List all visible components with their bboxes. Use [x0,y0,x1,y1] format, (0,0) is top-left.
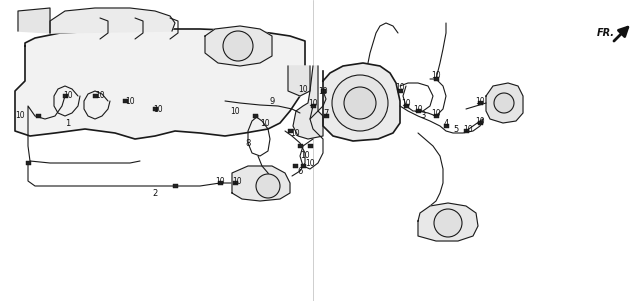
Bar [463,129,468,133]
Text: 10: 10 [475,97,485,105]
Bar [173,184,177,188]
Bar [433,114,438,118]
Polygon shape [232,166,290,201]
Bar [35,114,40,118]
Bar [321,89,326,93]
Text: 10: 10 [15,111,25,120]
Text: 3: 3 [420,111,426,120]
Bar [287,129,292,133]
Text: 10: 10 [395,83,405,92]
Polygon shape [205,26,272,66]
Text: 10: 10 [95,92,105,101]
Bar [477,101,483,105]
Bar [310,104,316,108]
Text: 10: 10 [290,129,300,138]
Text: 10: 10 [401,98,411,107]
Bar [397,89,403,93]
Bar [218,181,223,185]
Circle shape [223,31,253,61]
Text: FR.: FR. [597,28,615,38]
Bar [307,144,312,148]
Bar [323,114,328,118]
Bar [444,124,449,128]
Text: 10: 10 [125,97,135,105]
Bar [415,109,420,113]
Bar [26,161,31,165]
Text: 10: 10 [463,125,473,134]
Text: 10: 10 [153,104,163,113]
Polygon shape [15,29,305,139]
Text: 10: 10 [260,119,270,128]
Circle shape [332,75,388,131]
Polygon shape [50,8,175,33]
Bar [93,94,97,98]
Polygon shape [418,203,478,241]
Bar [152,107,157,111]
Text: 10: 10 [300,151,310,160]
Text: 10: 10 [230,107,240,116]
Circle shape [256,174,280,198]
Bar [477,121,483,125]
Polygon shape [323,63,400,141]
Text: 7: 7 [323,110,329,119]
Bar [301,164,305,168]
Text: 10: 10 [215,176,225,185]
Text: 10: 10 [63,92,73,101]
Bar [122,99,127,103]
Text: 5: 5 [453,125,459,134]
Bar [253,114,257,118]
Text: 10: 10 [431,72,441,80]
Text: 10: 10 [413,104,423,113]
Text: 10: 10 [232,176,242,185]
Text: 6: 6 [298,166,303,175]
Polygon shape [293,66,323,139]
Text: 10: 10 [305,159,315,167]
Circle shape [434,209,462,237]
Bar [232,181,237,185]
Text: 8: 8 [245,138,251,147]
Text: 10: 10 [318,86,328,95]
Text: 10: 10 [298,85,308,94]
Circle shape [494,93,514,113]
Text: 10: 10 [475,116,485,126]
Bar [292,164,298,168]
Bar [403,104,408,108]
Text: 10: 10 [308,98,318,107]
Circle shape [344,87,376,119]
Text: 1: 1 [65,119,70,128]
Bar [298,144,303,148]
Text: 2: 2 [152,188,157,197]
Bar [63,94,67,98]
Text: 10: 10 [431,108,441,117]
Text: 4: 4 [444,119,449,128]
Polygon shape [18,8,50,33]
Bar [433,77,438,81]
Polygon shape [288,66,310,96]
Polygon shape [486,83,523,123]
Text: 9: 9 [269,97,275,105]
